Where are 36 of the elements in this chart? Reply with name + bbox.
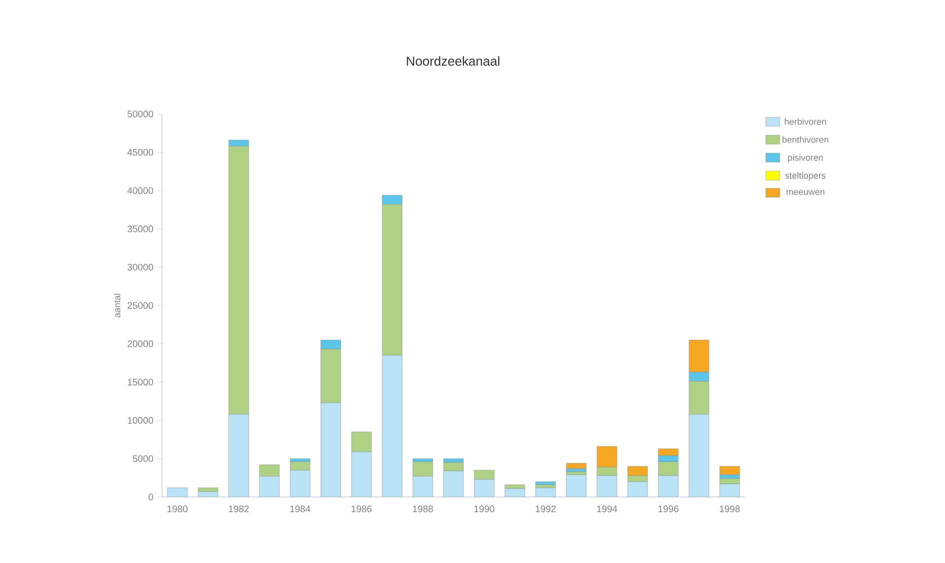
legend-label: steltlopers bbox=[785, 172, 826, 180]
bar bbox=[167, 488, 188, 497]
y-tick-label: 40000 bbox=[127, 187, 154, 194]
y-tick-label: 15000 bbox=[128, 378, 154, 386]
x-tick-label: 1986 bbox=[352, 506, 372, 512]
y-tick-label: 10000 bbox=[128, 417, 154, 424]
bar bbox=[566, 463, 586, 469]
y-tick-label: 45000 bbox=[127, 148, 154, 156]
y-tick-label: 20000 bbox=[128, 340, 154, 348]
bar bbox=[535, 482, 556, 485]
x-tick-label: 1982 bbox=[228, 506, 249, 512]
legend-label: benthivoren bbox=[782, 136, 828, 143]
bar bbox=[504, 488, 525, 497]
bar bbox=[535, 488, 556, 497]
bar bbox=[720, 466, 740, 475]
legend-label: herbivoren bbox=[784, 118, 826, 125]
y-tick-label: 30000 bbox=[128, 264, 154, 271]
y-tick-label: 5000 bbox=[132, 455, 154, 462]
x-tick-label: 1992 bbox=[536, 506, 556, 512]
x-tick-label: 1980 bbox=[168, 506, 188, 512]
chart-title: Noordzeekanaal bbox=[406, 56, 500, 66]
x-tick-label: 1984 bbox=[290, 506, 310, 512]
y-tick-label: 50000 bbox=[128, 110, 154, 118]
x-tick-label: 1998 bbox=[720, 506, 740, 512]
x-tick-label: 1990 bbox=[474, 506, 494, 512]
bar bbox=[198, 491, 218, 497]
legend-label: pisivoren bbox=[788, 154, 823, 162]
legend-label: meeuwen bbox=[786, 190, 824, 195]
x-tick-label: 1994 bbox=[597, 506, 618, 512]
x-tick-label: 1996 bbox=[658, 506, 678, 512]
y-tick-label: 0 bbox=[148, 494, 154, 500]
y-axis-title: aantal bbox=[114, 294, 120, 318]
y-tick-label: 25000 bbox=[128, 302, 154, 309]
x-tick-label: 1988 bbox=[413, 506, 433, 512]
bar bbox=[566, 474, 586, 497]
y-tick-label: 35000 bbox=[128, 226, 154, 232]
